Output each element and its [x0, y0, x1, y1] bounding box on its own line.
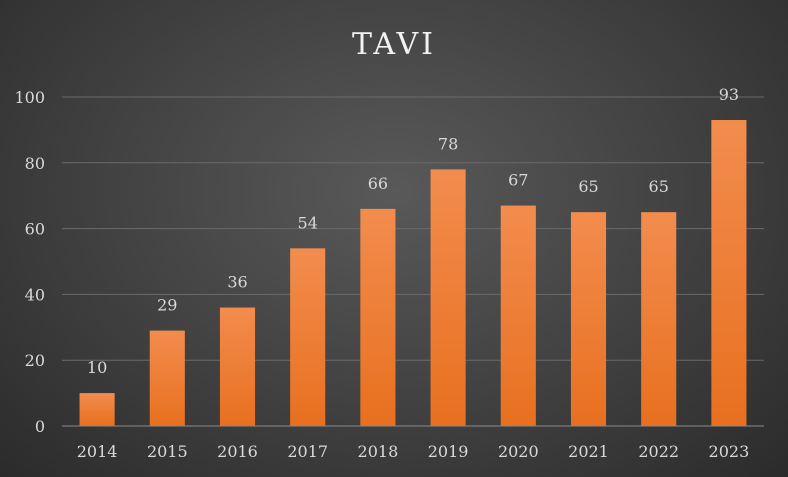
y-tick-label: 0 — [35, 417, 45, 436]
x-tick-label-2020: 2020 — [498, 442, 539, 461]
bar-2017 — [290, 248, 326, 426]
y-tick-label: 40 — [25, 285, 45, 304]
bar-2023 — [711, 120, 747, 426]
data-label-2016: 36 — [227, 273, 247, 292]
data-label-2014: 10 — [87, 358, 107, 377]
x-tick-label-2017: 2017 — [287, 442, 328, 461]
data-label-2020: 67 — [508, 171, 528, 190]
bar-2014 — [79, 393, 115, 426]
x-tick-label-2019: 2019 — [428, 442, 469, 461]
data-label-2023: 93 — [719, 85, 739, 104]
x-tick-label-2023: 2023 — [709, 442, 750, 461]
bar-2022 — [641, 212, 677, 426]
x-tick-label-2014: 2014 — [77, 442, 118, 461]
data-labels: 10 29 36 54 66 78 67 65 65 93 — [87, 85, 739, 377]
y-tick-label: 80 — [25, 154, 45, 173]
chart-title: TAVI — [352, 27, 436, 62]
bar-2016 — [219, 307, 256, 426]
x-tick-label-2015: 2015 — [147, 442, 188, 461]
bar-2018 — [360, 208, 396, 426]
x-tick-label-2022: 2022 — [638, 442, 679, 461]
bar-2021 — [570, 212, 607, 426]
bar-2015 — [149, 330, 185, 426]
bar-2019 — [430, 169, 466, 426]
data-label-2021: 65 — [578, 177, 598, 196]
y-tick-label: 100 — [14, 88, 45, 107]
bar-2020 — [500, 205, 536, 426]
x-tick-label-2021: 2021 — [568, 442, 609, 461]
x-tick-label-2016: 2016 — [217, 442, 258, 461]
data-label-2015: 29 — [157, 296, 177, 315]
y-tick-label: 20 — [25, 351, 45, 370]
data-label-2019: 78 — [438, 134, 458, 153]
bars — [79, 120, 747, 426]
x-tick-label-2018: 2018 — [358, 442, 399, 461]
data-label-2022: 65 — [649, 177, 669, 196]
x-axis-tick-labels: 2014 2015 2016 2017 2018 2019 2020 2021 2022 2023 — [77, 442, 750, 461]
y-axis-tick-labels: 0 20 40 60 80 100 — [14, 88, 45, 436]
data-label-2017: 54 — [298, 213, 318, 232]
data-label-2018: 66 — [368, 174, 388, 193]
y-tick-label: 60 — [25, 220, 45, 239]
